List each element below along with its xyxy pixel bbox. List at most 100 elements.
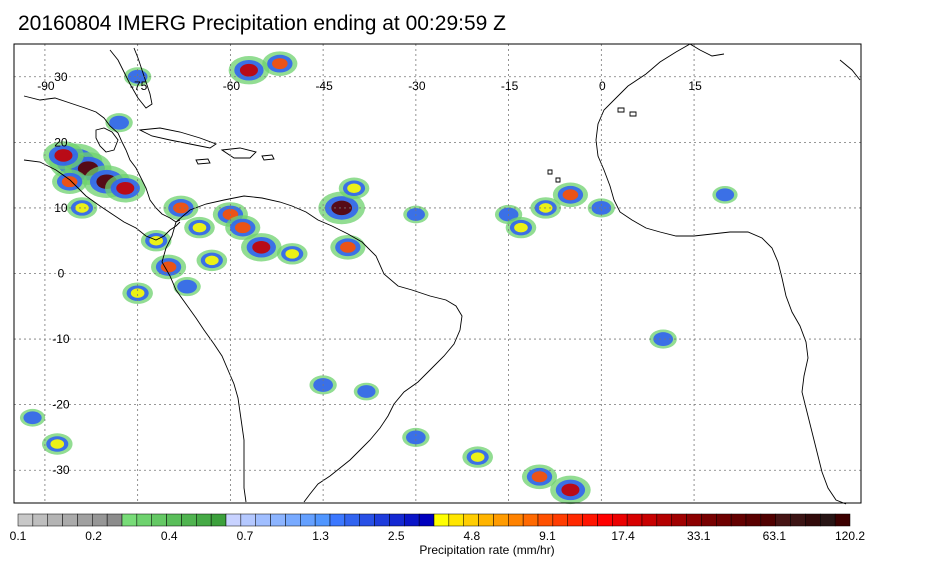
colorbar-swatch (210, 513, 227, 527)
longitude-label: 15 (688, 79, 702, 93)
colorbar-swatch (166, 513, 182, 527)
map-title: 20160804 IMERG Precipitation ending at 0… (18, 12, 506, 35)
colorbar-tick-label: 9.1 (539, 529, 556, 543)
precipitation-cell (192, 222, 207, 233)
colorbar-swatch (775, 513, 791, 527)
colorbar-swatch (448, 513, 464, 527)
colorbar-swatch (17, 513, 34, 527)
precipitation-cell (109, 115, 129, 130)
colorbar-tick-labels: 0.1 0.2 0.4 0.7 1.3 2.5 4.8 9.1 17.4 33.1 63.1 120.… (10, 529, 866, 543)
colorbar-swatch (582, 513, 598, 527)
coastline-canaries (617, 107, 637, 117)
colorbar-swatch (62, 513, 78, 527)
colorbar-tick-label: 63.1 (763, 529, 787, 543)
longitude-label: -45 (315, 79, 333, 93)
colorbar-swatch (656, 513, 672, 527)
precipitation-cell (561, 483, 580, 497)
latitude-label: 30 (54, 70, 68, 84)
latitude-label: 20 (54, 135, 68, 149)
coastline-cuba (138, 127, 217, 149)
latitude-label: 10 (54, 201, 68, 215)
longitude-label: -15 (501, 79, 519, 93)
latitude-label: -10 (52, 332, 70, 346)
colorbar-swatch (805, 513, 821, 527)
precipitation-cell (347, 183, 361, 194)
precipitation-cell (252, 240, 271, 254)
colorbar-tick-label: 0.4 (161, 529, 178, 543)
coastline-yucatan (95, 127, 119, 153)
colorbar-swatch (701, 513, 717, 527)
colorbar-swatch (181, 513, 197, 527)
colorbar-swatch (359, 513, 375, 527)
colorbar-swatch (418, 513, 435, 527)
longitude-label: -60 (223, 79, 241, 93)
colorbar-swatch (716, 513, 732, 527)
colorbar-tick-label: 1.3 (312, 529, 329, 543)
colorbar-swatch (404, 513, 420, 527)
colorbar-swatch (522, 513, 539, 527)
colorbar-swatch (537, 513, 554, 527)
colorbar-swatch (463, 513, 479, 527)
precipitation-cell (562, 189, 579, 201)
precipitation-cell (61, 176, 78, 188)
precipitation-cell (591, 201, 612, 215)
colorbar-swatch (255, 513, 271, 527)
precipitation-cell (470, 452, 485, 462)
colorbar-swatch (300, 513, 316, 527)
colorbar-swatch (151, 513, 167, 527)
colorbar-swatch (92, 513, 108, 527)
colorbar-swatch (834, 513, 851, 527)
colorbar-swatch (626, 513, 643, 527)
colorbar-title: Precipitation rate (mm/hr) (419, 543, 555, 557)
colorbar-swatch (760, 513, 776, 527)
precipitation-layer (19, 51, 738, 505)
longitude-label: -30 (408, 79, 426, 93)
precipitation-cell (160, 261, 177, 273)
coastline-hispaniola (220, 147, 257, 159)
precipitation-cell (116, 181, 135, 195)
colorbar-swatch (567, 513, 583, 527)
colorbar-swatch (493, 513, 509, 527)
colorbar-swatch (612, 513, 628, 527)
colorbar-swatch (285, 513, 301, 527)
precipitation-cell (54, 149, 73, 162)
latitude-label: -30 (52, 463, 70, 477)
colorbar-swatch (730, 513, 747, 527)
precipitation-cell (340, 241, 356, 253)
colorbar-tick-label: 0.2 (85, 529, 102, 543)
colorbar-tick-label: 0.7 (237, 529, 254, 543)
coastline-arabia-edge (839, 59, 861, 81)
colorbar-swatch (106, 513, 123, 527)
colorbar-swatch (77, 513, 93, 527)
precipitation-cell (127, 69, 148, 84)
colorbar-swatch (820, 513, 836, 527)
precipitation-cell (239, 63, 258, 77)
colorbar-swatch (641, 513, 658, 527)
precipitation-cell (331, 200, 353, 216)
latitude-label: -20 (52, 398, 70, 412)
coastline-jamaica (195, 158, 211, 165)
precipitation-cell (205, 255, 219, 266)
precipitation-cell (272, 58, 288, 70)
precipitation-cell (177, 279, 197, 294)
precipitation-cell (23, 411, 42, 425)
colorbar-swatch (225, 513, 242, 527)
colorbar-swatch (508, 513, 524, 527)
colorbar-swatch (389, 513, 405, 527)
coastline-puerto-rico (261, 154, 275, 161)
map-frame (13, 43, 862, 504)
colorbar-swatch (374, 513, 390, 527)
colorbar-tick-label: 2.5 (388, 529, 405, 543)
longitude-label: 0 (599, 79, 606, 93)
colorbar-tick-label: 17.4 (611, 529, 635, 543)
colorbar-tick-label: 4.8 (463, 529, 480, 543)
colorbar-swatch (32, 513, 48, 527)
graticule (14, 44, 861, 503)
precipitation-cell (514, 222, 528, 233)
colorbar-swatch (671, 513, 687, 527)
coastline-north-america (23, 95, 181, 241)
precipitation-cell (357, 385, 376, 398)
precipitation-cell (653, 332, 674, 346)
